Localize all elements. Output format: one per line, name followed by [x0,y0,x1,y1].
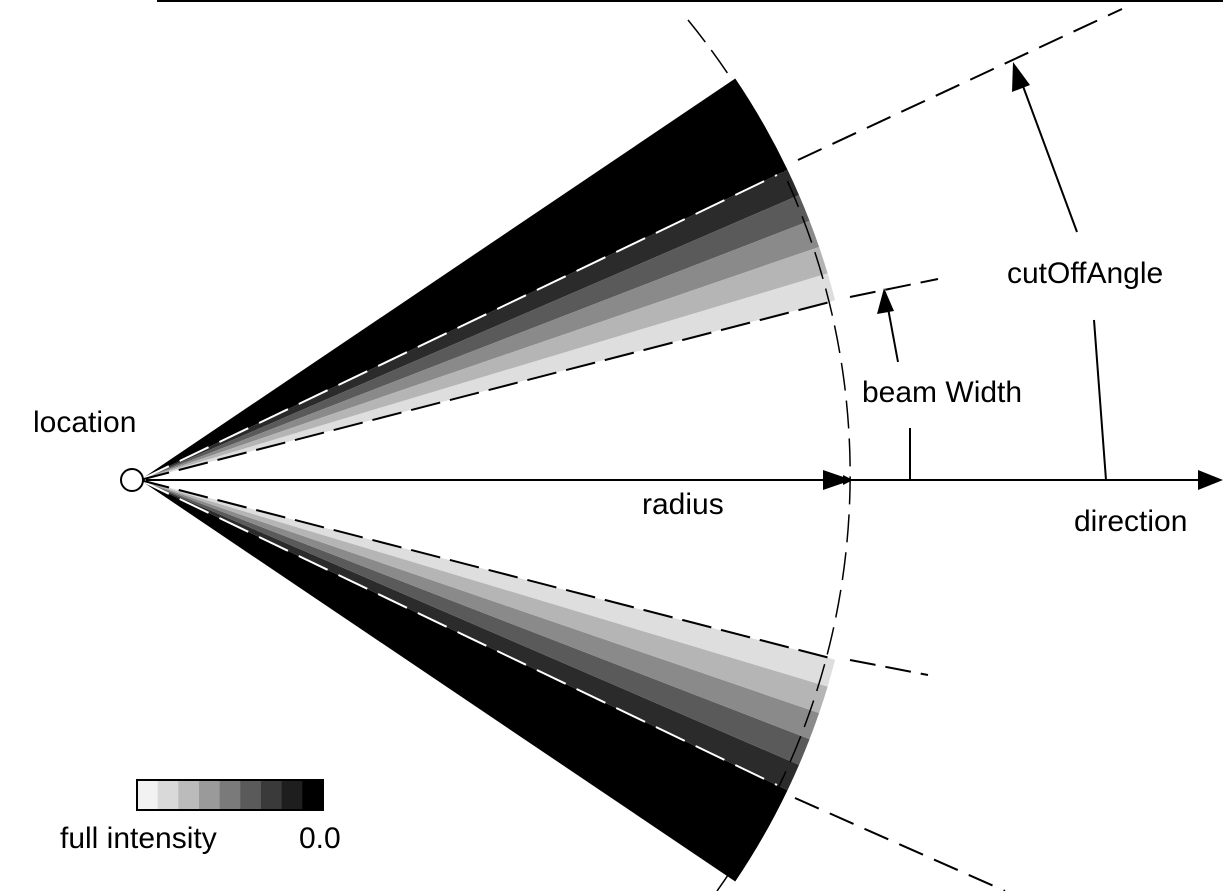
beam-width-label: beam Width [862,376,1022,409]
intensity-legend-frame [136,779,324,811]
cone-band [140,220,820,480]
cone-band [140,480,836,687]
legend-swatch [240,780,262,810]
cone-band [140,169,800,480]
radius-arc [687,19,851,891]
cutoff-extension-upper [797,8,1123,161]
cut-off-angle-label: cutOffAngle [1007,257,1163,290]
radius-arrowhead-icon [823,470,852,490]
radius-label: radius [642,488,724,521]
direction-label: direction [1074,505,1187,538]
location-label: location [33,406,136,439]
legend-zero-label: 0.0 [299,822,341,855]
cutoff-angle-arrow [1016,69,1078,233]
intensity-legend [137,780,324,810]
spotlight-cone-upper [140,78,836,480]
direction-arrowhead-icon [1198,470,1223,490]
location-marker [120,468,144,492]
cone-band [140,480,810,765]
legend-swatch [261,780,283,810]
cone-band-outer [140,78,788,480]
legend-full-intensity-label: full intensity [60,822,217,855]
cutoff-inner-dash-upper [139,174,778,481]
legend-swatch [302,780,324,810]
beamwidth-arrowhead-icon [877,288,894,314]
cutoff-arrowhead-icon [1012,62,1030,92]
legend-swatch [199,780,221,810]
legend-swatch [157,780,179,810]
beamwidth-extension-upper [849,278,939,298]
legend-swatch [178,780,200,810]
cutoff-extension-lower [794,797,1006,891]
cone-band [140,480,820,740]
legend-swatch [219,780,241,810]
cone-band [140,195,810,480]
legend-swatch [137,780,159,810]
cutoff-inner-dash-lower [139,479,778,786]
cutoff-angle-leg [1093,319,1107,481]
cone-band [140,480,800,791]
beamwidth-extension-lower [849,659,929,676]
cone-band-outer [140,480,788,882]
cone-band [140,246,828,480]
cone-band [140,273,836,480]
legend-swatch [281,780,303,810]
spotlight-cone-lower [140,480,836,882]
cone-band [140,480,828,714]
